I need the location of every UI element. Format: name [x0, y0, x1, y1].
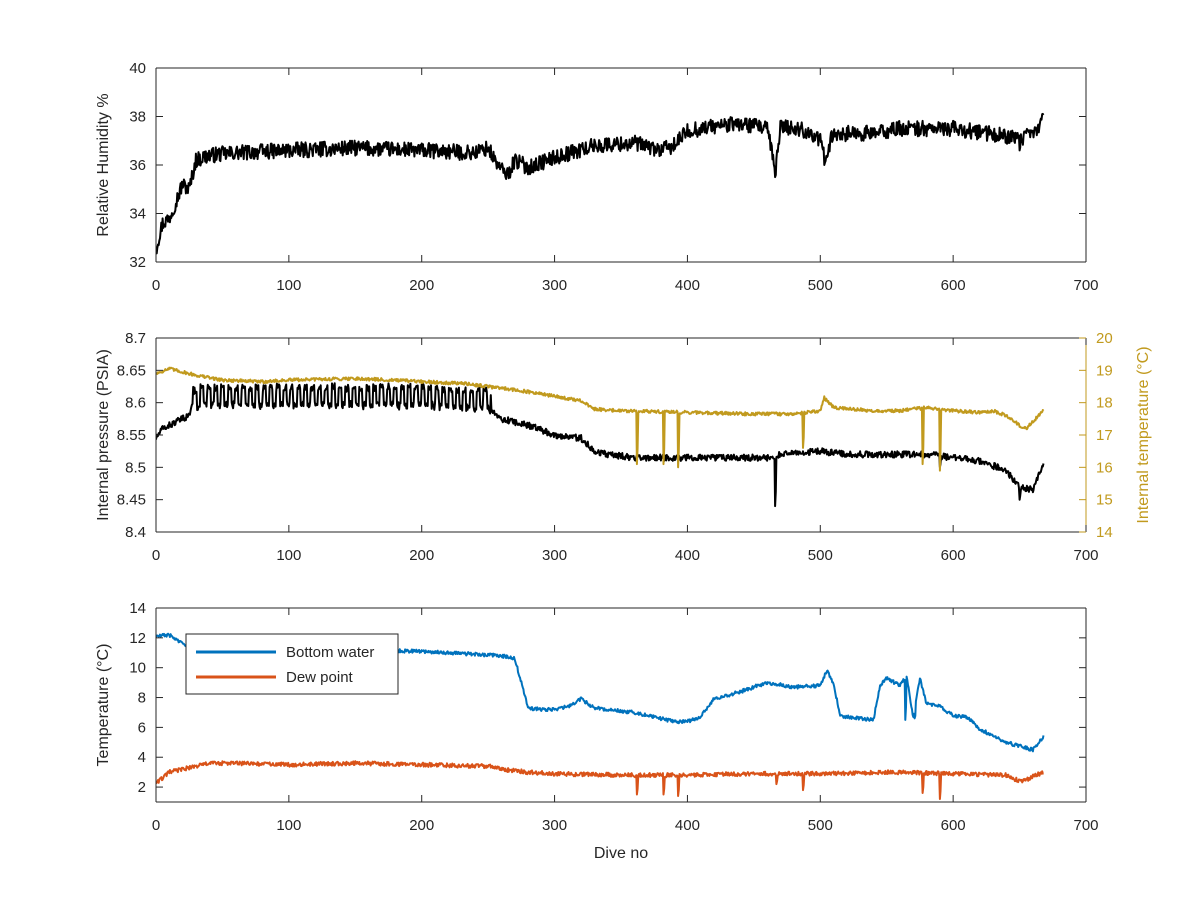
x-tick-label: 400 — [675, 277, 700, 294]
x-tick-label: 700 — [1073, 817, 1098, 834]
y-tick-label: 8.65 — [117, 362, 146, 379]
y-tick-label: 8.6 — [125, 395, 146, 412]
x-tick-label: 700 — [1073, 547, 1098, 564]
legend-label-bottom-water: Bottom water — [286, 644, 374, 661]
x-tick-label: 500 — [808, 547, 833, 564]
y-tick-label: 8.5 — [125, 459, 146, 476]
x-tick-label: 600 — [941, 817, 966, 834]
x-tick-label: 0 — [152, 277, 160, 294]
x-tick-label: 400 — [675, 547, 700, 564]
y2-tick-label: 18 — [1096, 395, 1113, 412]
x-tick-label: 600 — [941, 547, 966, 564]
x-axis-label: Dive no — [594, 845, 648, 862]
x-tick-label: 200 — [409, 547, 434, 564]
x-tick-label: 300 — [542, 817, 567, 834]
x-tick-label: 0 — [152, 817, 160, 834]
y-tick-label: 8 — [138, 690, 146, 707]
y2-tick-label: 20 — [1096, 330, 1113, 347]
x-tick-label: 700 — [1073, 277, 1098, 294]
x-tick-label: 200 — [409, 817, 434, 834]
y-tick-label: 2 — [138, 779, 146, 796]
panel-1: 0 100 200 300 400 500 600 700 32 34 36 38 40 Relative… — [95, 60, 1099, 294]
series-line-right-axis — [156, 366, 1045, 472]
y-tick-label: 4 — [138, 749, 146, 766]
x-tick-label: 300 — [542, 547, 567, 564]
panel-3: 0 100 200 300 400 500 600 700 2 4 6 8 10 12 14 Temperat… — [95, 600, 1099, 862]
x-tick-label: 500 — [808, 277, 833, 294]
y-tick-label: 38 — [129, 109, 146, 126]
x-tick-label: 300 — [542, 277, 567, 294]
y-tick-label: 8.45 — [117, 492, 146, 509]
series-line — [156, 382, 1045, 508]
series-group — [156, 366, 1045, 508]
y-tick-label: 14 — [129, 600, 146, 617]
y2-tick-label: 14 — [1096, 524, 1113, 541]
y2-tick-label: 16 — [1096, 459, 1113, 476]
panel-2: 0 100 200 300 400 500 600 700 8.4 8.45 8.5 8.55 8.6 8… — [95, 330, 1152, 564]
x-tick-label: 600 — [941, 277, 966, 294]
y-tick-label: 34 — [129, 206, 146, 223]
y-tick-label: 10 — [129, 660, 146, 677]
y2-tick-label: 19 — [1096, 362, 1113, 379]
x-tick-label: 400 — [675, 817, 700, 834]
x-tick-label: 500 — [808, 817, 833, 834]
y-tick-label: 8.7 — [125, 330, 146, 347]
x-tick-label: 100 — [276, 817, 301, 834]
y-tick-label: 36 — [129, 157, 146, 174]
y2-tick-label: 17 — [1096, 427, 1113, 444]
y2-tick-label: 15 — [1096, 492, 1113, 509]
y2-axis-label: Internal temperature (°C) — [1135, 346, 1152, 523]
y-axis-label: Relative Humidity % — [95, 93, 112, 236]
series-group — [156, 112, 1045, 255]
y-tick-label: 8.4 — [125, 524, 146, 541]
x-tick-label: 100 — [276, 547, 301, 564]
y-tick-label: 32 — [129, 254, 146, 271]
legend-box — [185, 633, 399, 695]
y-axis-label: Internal pressure (PSIA) — [95, 349, 112, 521]
x-tick-label: 0 — [152, 547, 160, 564]
y-tick-label: 40 — [129, 60, 146, 77]
x-tick-label: 200 — [409, 277, 434, 294]
x-tick-label: 100 — [276, 277, 301, 294]
legend: Bottom water Dew point — [185, 633, 399, 695]
y-tick-label: 6 — [138, 719, 146, 736]
y-tick-label: 12 — [129, 630, 146, 647]
y-tick-label: 8.55 — [117, 427, 146, 444]
legend-label-dew-point: Dew point — [286, 669, 354, 686]
y-axis-label: Temperature (°C) — [95, 644, 112, 767]
series-line — [156, 112, 1045, 255]
series-line-dew-point — [156, 760, 1044, 800]
